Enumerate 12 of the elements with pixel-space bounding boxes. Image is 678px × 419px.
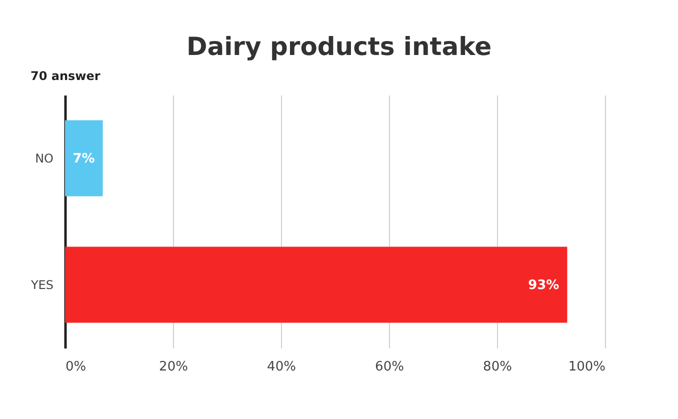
- x-tick-label: 20%: [159, 360, 188, 374]
- chart-subtitle: 70 answer: [30, 69, 100, 83]
- data-label: 7%: [72, 151, 95, 166]
- x-tick-label: 80%: [483, 360, 512, 374]
- x-tick-label: 40%: [267, 360, 296, 374]
- x-tick-label: 0%: [66, 360, 86, 374]
- chart-title: Dairy products intake: [185, 31, 493, 63]
- x-tick-label: 60%: [375, 360, 404, 374]
- y-tick-label: YES: [30, 278, 54, 292]
- data-label: 93%: [528, 278, 560, 293]
- x-tick-label: 100%: [568, 360, 606, 374]
- y-tick-label: NO: [35, 151, 54, 166]
